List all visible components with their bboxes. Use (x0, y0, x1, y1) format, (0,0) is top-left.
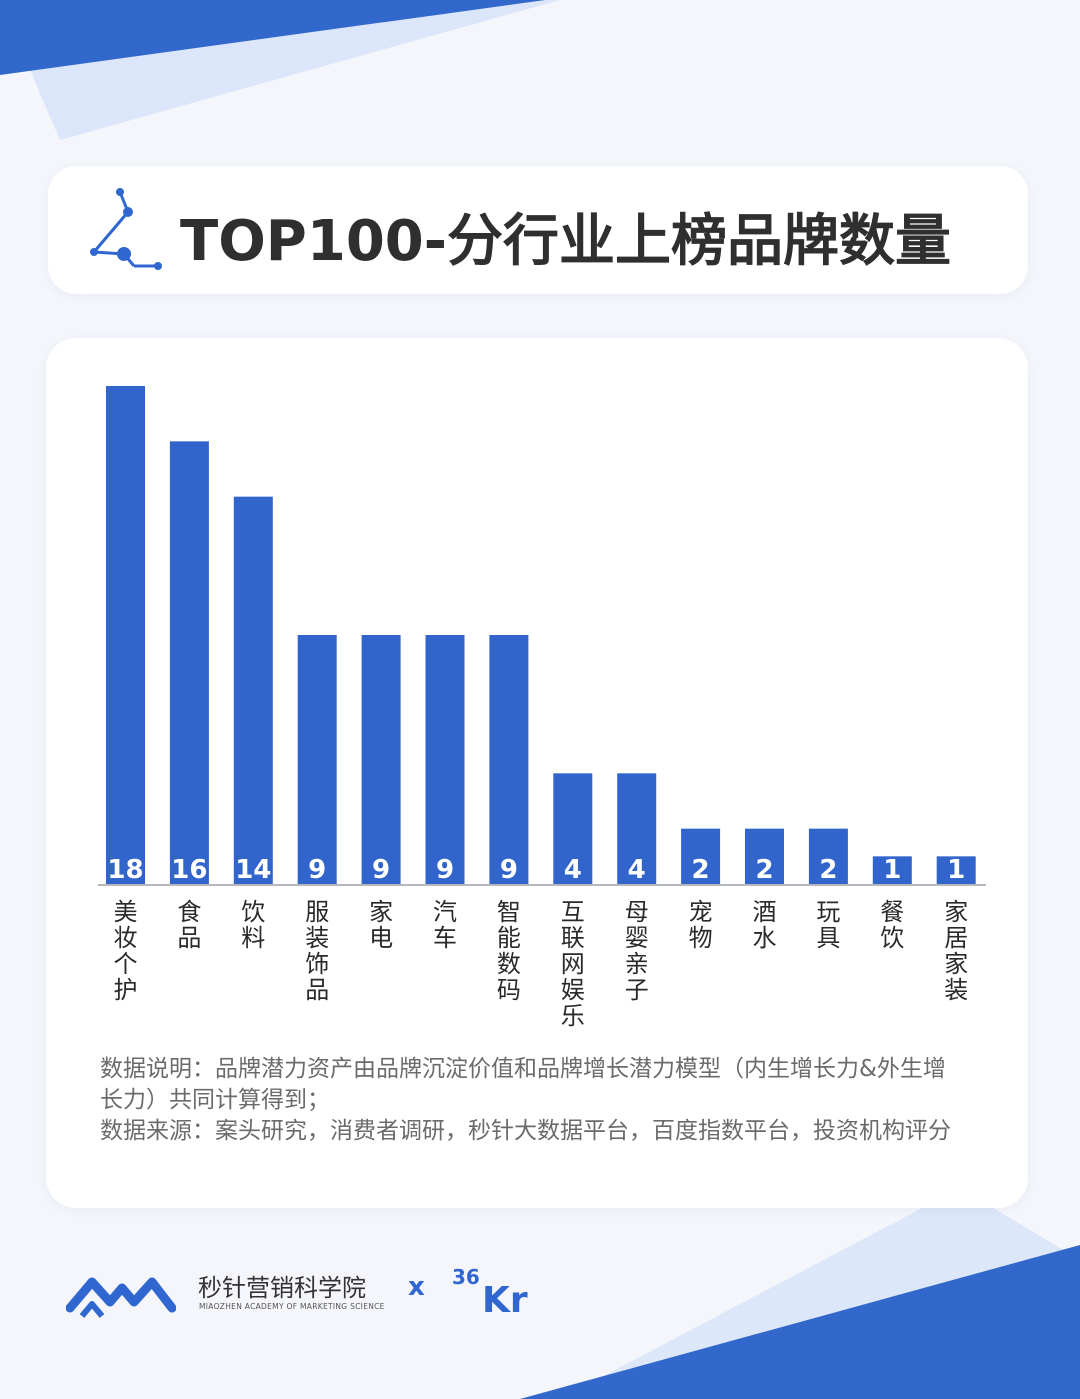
title-card: TOP100-分行业上榜品牌数量 (48, 166, 1028, 294)
bar-value-label: 1 (883, 855, 901, 885)
category-label: 汽车 (433, 898, 457, 952)
bar-value-label: 9 (500, 855, 518, 885)
category-label: 餐饮 (880, 898, 904, 952)
bar-chart: 18 美妆个护 16 食品 14 饮料 9 服装饰品 9 家电 9 汽车 9 智能数码 4 互联网娱乐 4 母婴亲… (98, 386, 986, 1030)
collab-separator: x (408, 1272, 425, 1302)
category-label: 玩具 (816, 898, 840, 952)
bar-3 (233, 496, 273, 884)
bar-5 (361, 635, 401, 884)
bar-value-label: 4 (564, 855, 582, 885)
bar-value-label: 9 (308, 855, 326, 885)
category-label: 食品 (177, 898, 201, 952)
bar-2 (169, 441, 209, 884)
notes-line-2: 长力）共同计算得到； (100, 1087, 330, 1113)
category-label: 家电 (369, 898, 393, 952)
bar-value-label: 16 (171, 855, 207, 885)
svg-text:36: 36 (452, 1265, 480, 1289)
bar-value-label: 4 (628, 855, 646, 885)
category-label: 服装饰品 (305, 898, 329, 1004)
bar-value-label: 9 (372, 855, 390, 885)
bar-14 (936, 856, 976, 884)
bar-value-label: 1 (947, 855, 965, 885)
category-label: 智能数码 (497, 898, 521, 1004)
svg-text:Kr: Kr (482, 1280, 528, 1316)
category-label: 酒水 (753, 898, 777, 952)
brand-name-cn: 秒针营销科学院 (198, 1274, 366, 1302)
notes-line-1: 数据说明：品牌潜力资产由品牌沉淀价值和品牌增长潜力模型（内生增长力&外生增 (100, 1056, 946, 1082)
bar-value-label: 2 (819, 855, 837, 885)
chart-card: 18 美妆个护 16 食品 14 饮料 9 服装饰品 9 家电 9 汽车 9 智能数码 4 互联网娱乐 4 母婴亲… (46, 338, 1028, 1208)
bar-1 (106, 386, 145, 884)
category-label: 家居家装 (944, 898, 968, 1004)
category-label: 美妆个护 (114, 898, 138, 1004)
bar-7 (489, 635, 529, 884)
brand-name-en: MIAOZHEN ACADEMY OF MARKETING SCIENCE (199, 1302, 385, 1311)
category-label: 饮料 (241, 898, 265, 952)
category-label: 母婴亲子 (625, 898, 649, 1004)
bar-value-label: 2 (692, 855, 710, 885)
bar-8 (553, 773, 593, 884)
bar-12 (808, 828, 848, 884)
constellation-icon (90, 188, 162, 270)
bar-value-label: 14 (235, 855, 271, 885)
bar-10 (681, 828, 721, 884)
data-notes: 数据说明：品牌潜力资产由品牌沉淀价值和品牌增长潜力模型（内生增长力&外生增 长力… (100, 1054, 1020, 1147)
bar-13 (872, 856, 912, 884)
bar-9 (617, 773, 657, 884)
bar-value-label: 9 (436, 855, 454, 885)
bar-value-label: 18 (107, 855, 143, 885)
miaozhen-logo-icon (66, 1277, 176, 1318)
category-label: 宠物 (689, 898, 713, 952)
bar-value-label: 2 (755, 855, 773, 885)
notes-line-3: 数据来源：案头研究，消费者调研，秒针大数据平台，百度指数平台，投资机构评分 (100, 1118, 951, 1144)
category-label: 互联网娱乐 (561, 898, 585, 1030)
36kr-logo: 36 Kr (452, 1265, 528, 1316)
bar-11 (745, 828, 784, 884)
page-title: TOP100-分行业上榜品牌数量 (180, 209, 951, 274)
bar-6 (425, 635, 465, 884)
bar-4 (297, 635, 337, 884)
